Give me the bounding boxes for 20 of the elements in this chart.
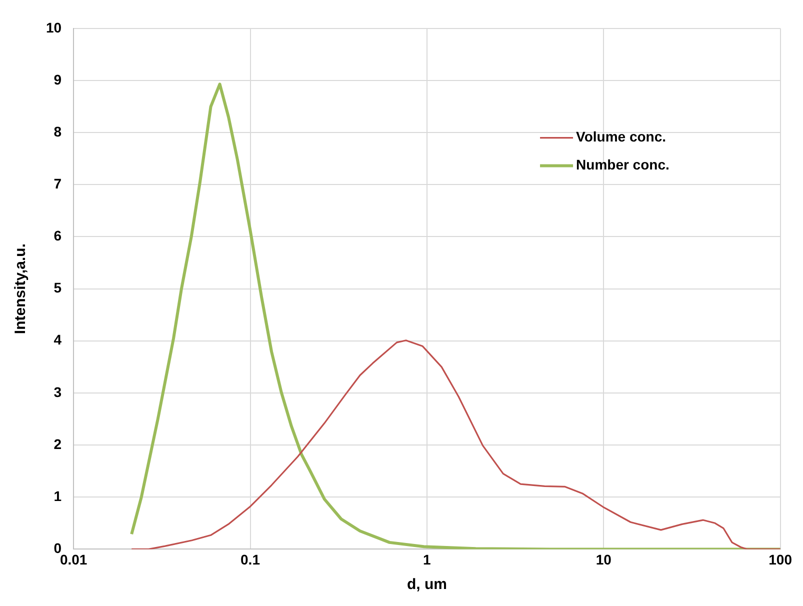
x-tick-label: 100: [768, 551, 792, 568]
legend-label: Volume conc.: [576, 128, 666, 145]
y-tick-label: 6: [54, 228, 62, 244]
y-tick-label: 2: [54, 436, 62, 452]
legend-label: Number conc.: [576, 156, 670, 173]
y-tick-label: 3: [54, 384, 62, 400]
x-tick-label: 0.1: [240, 551, 260, 568]
y-tick-label: 9: [54, 71, 62, 88]
y-tick-label: 7: [54, 176, 62, 192]
y-tick-label: 8: [54, 123, 62, 140]
x-tick-label: 1: [423, 551, 432, 568]
y-tick-label: 1: [54, 488, 62, 504]
x-tick-label: 10: [596, 551, 612, 568]
y-tick-label: 10: [46, 19, 62, 36]
x-axis-title: d, um: [406, 576, 447, 594]
y-tick-label: 4: [54, 332, 62, 348]
y-tick-label: 0: [54, 540, 62, 556]
x-tick-label: 0.01: [60, 551, 88, 568]
y-tick-label: 5: [54, 280, 62, 296]
y-axis-title: Intensity,a.u.: [12, 244, 30, 334]
